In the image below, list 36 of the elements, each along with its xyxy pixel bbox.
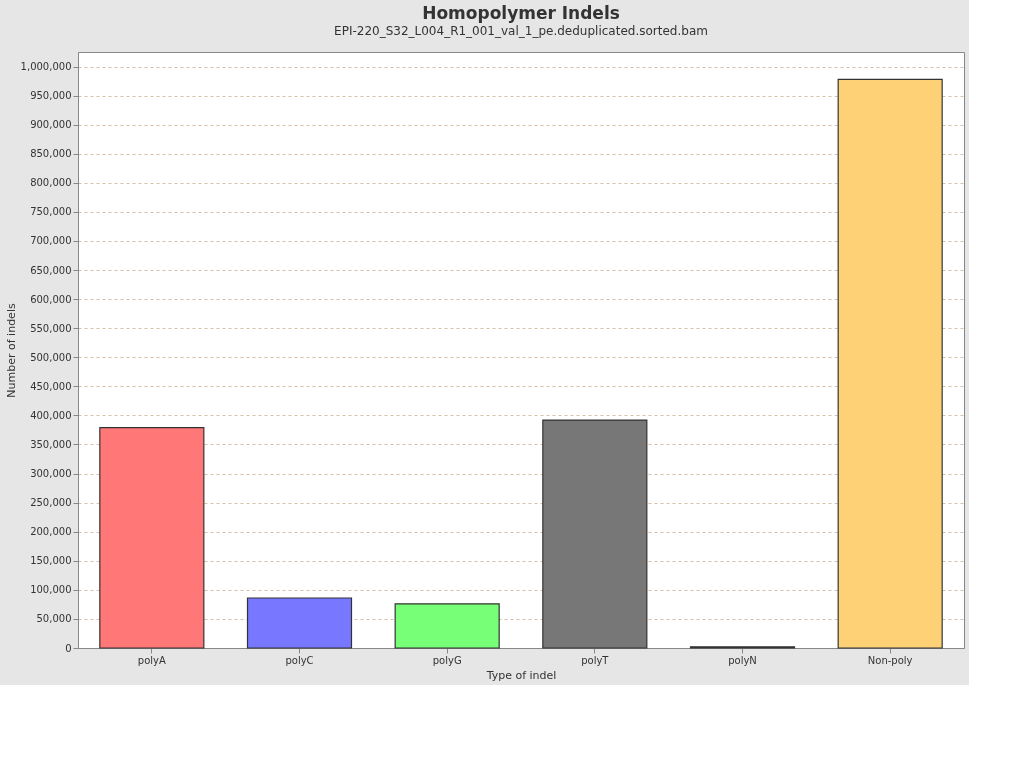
- y-axis-title: Number of indels: [4, 303, 18, 398]
- y-tick-label: 150,000: [30, 555, 72, 567]
- x-tick-label: polyG: [432, 654, 462, 666]
- y-tick-label: 900,000: [30, 119, 72, 131]
- chart-subtitle: EPI-220_S32_L004_R1_001_val_1_pe.deduplicated.sorted.bam: [334, 24, 708, 38]
- bar: [542, 419, 648, 649]
- y-tick-label: 100,000: [30, 584, 72, 596]
- bar: [837, 78, 943, 649]
- y-tick-label: 850,000: [30, 148, 72, 160]
- y-tick-label: 750,000: [30, 206, 72, 218]
- y-tick-label: 200,000: [30, 526, 72, 538]
- y-tick-label: 450,000: [30, 380, 72, 392]
- y-tick-label: 800,000: [30, 177, 72, 189]
- y-tick-label: 0: [65, 642, 72, 654]
- y-tick-label: 500,000: [30, 351, 72, 363]
- y-tick-label: 350,000: [30, 438, 72, 450]
- chart-title: Homopolymer Indels: [422, 3, 620, 23]
- x-tick-label: polyT: [581, 654, 610, 666]
- y-tick-label: 550,000: [30, 322, 72, 334]
- y-tick-label: 950,000: [30, 90, 72, 102]
- y-tick-label: 400,000: [30, 409, 72, 421]
- x-tick-label: polyA: [137, 654, 166, 666]
- bar: [99, 427, 205, 649]
- y-tick-label: 50,000: [36, 613, 72, 625]
- y-tick-label: 650,000: [30, 264, 72, 276]
- y-tick-label: 300,000: [30, 468, 72, 480]
- y-tick-label: 600,000: [30, 293, 72, 305]
- x-tick-label: polyN: [728, 654, 757, 666]
- x-tick-label: polyC: [285, 654, 314, 666]
- bar: [246, 597, 353, 649]
- y-tick-label: 250,000: [30, 497, 72, 509]
- bar: [394, 603, 500, 649]
- y-tick-label: 1,000,000: [20, 61, 72, 73]
- x-axis-title: Type of indel: [485, 668, 557, 682]
- x-tick-label: Non-poly: [867, 654, 913, 666]
- y-tick-label: 700,000: [30, 235, 72, 247]
